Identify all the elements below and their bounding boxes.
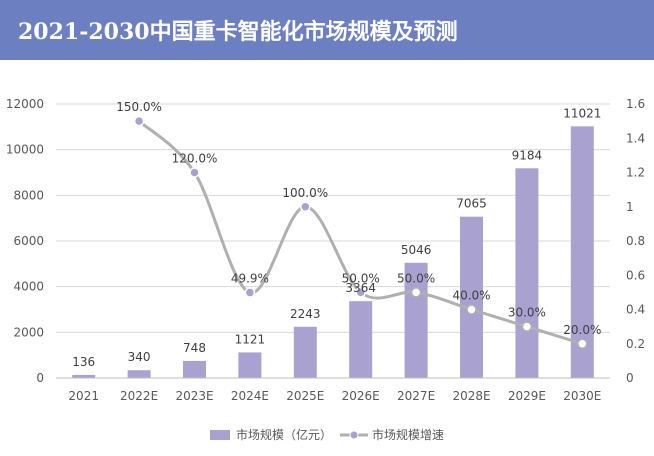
line-series bbox=[133, 115, 588, 349]
x-tick-label: 2025E bbox=[286, 389, 324, 403]
x-tick-label: 2022E bbox=[120, 389, 158, 403]
bar bbox=[515, 168, 539, 378]
bar bbox=[460, 216, 483, 378]
bar-value-label: 3364 bbox=[345, 281, 376, 295]
y-right-tick-label: 1 bbox=[626, 200, 634, 214]
bar-value-label: 9184 bbox=[512, 148, 543, 162]
line-point bbox=[133, 115, 145, 127]
chart-title: 2021-2030中国重卡智能化市场规模及预测 bbox=[18, 19, 458, 45]
x-tick-label: 2024E bbox=[231, 389, 269, 403]
line-point bbox=[244, 287, 256, 298]
y-right-tick-label: 0.6 bbox=[626, 268, 645, 282]
growth-value-label: 50.0% bbox=[342, 271, 380, 285]
bar bbox=[349, 301, 373, 378]
y-left-tick-label: 0 bbox=[36, 371, 44, 385]
line-point bbox=[189, 167, 200, 178]
y-right-tick-label: 0.4 bbox=[626, 303, 645, 317]
x-tick-label: 2030E bbox=[563, 389, 601, 403]
axes: 0 2000 4000 6000 8000 10000 12000 0 0.2 0.4 0.6 0.8… bbox=[6, 97, 645, 403]
y-right-tick-label: 1.4 bbox=[626, 131, 645, 145]
y-right-tick-label: 0.2 bbox=[626, 337, 645, 351]
bar-value-label: 1121 bbox=[235, 332, 266, 346]
y-left-tick-label: 4000 bbox=[13, 280, 44, 294]
growth-line bbox=[138, 119, 583, 346]
x-tick-label: 2028E bbox=[452, 389, 490, 403]
y-right-tick-label: 1.6 bbox=[626, 97, 645, 111]
growth-value-label: 100.0% bbox=[282, 186, 328, 200]
bar bbox=[127, 370, 151, 378]
growth-value-label: 49.9% bbox=[231, 272, 269, 286]
x-tick-label: 2023E bbox=[175, 389, 213, 403]
title-bar: 2021-2030中国重卡智能化市场规模及预测 bbox=[0, 0, 654, 60]
legend-bar-label: 市场规模（亿元） bbox=[236, 427, 332, 442]
y-right-tick-label: 0 bbox=[626, 371, 634, 385]
chart-area: 136 3407481121224333645046706591841102115… bbox=[6, 97, 645, 442]
y-left-tick-label: 8000 bbox=[13, 188, 44, 202]
bar-value-label: 11021 bbox=[563, 106, 601, 120]
line-point bbox=[521, 321, 533, 332]
line-point bbox=[355, 287, 366, 298]
legend: 市场规模（亿元） 市场规模增速 bbox=[210, 427, 444, 442]
data-labels: 136 340 748 1121 2243 3364 5046 7065 9184 11021 15… bbox=[72, 100, 601, 369]
bar-value-label: 748 bbox=[183, 341, 206, 355]
y-right-tick-label: 0.8 bbox=[626, 234, 645, 248]
bar-value-label: 7065 bbox=[456, 197, 487, 211]
bar bbox=[570, 126, 594, 378]
bar-value-label: 5046 bbox=[401, 243, 432, 257]
bar-value-label: 340 bbox=[128, 350, 151, 364]
gridlines bbox=[56, 103, 610, 379]
growth-value-label: 120.0% bbox=[172, 152, 218, 166]
x-tick-label: 2026E bbox=[342, 389, 380, 403]
y-right-tick-label: 1.2 bbox=[626, 166, 645, 180]
bar bbox=[293, 326, 317, 378]
line-point bbox=[466, 304, 477, 315]
bar bbox=[183, 360, 206, 378]
line-point bbox=[577, 338, 588, 349]
y-left-tick-label: 6000 bbox=[13, 234, 44, 248]
growth-value-label: 40.0% bbox=[452, 289, 490, 303]
growth-value-label: 150.0% bbox=[116, 100, 162, 114]
y-left-tick-label: 2000 bbox=[13, 325, 44, 339]
x-tick-label: 2027E bbox=[397, 389, 435, 403]
y-left-tick-label: 10000 bbox=[6, 143, 44, 157]
bar-value-label: 2243 bbox=[290, 307, 321, 321]
legend-bar-swatch bbox=[210, 430, 230, 440]
x-tick-label: 2029E bbox=[508, 389, 546, 403]
growth-value-label: 20.0% bbox=[563, 323, 601, 337]
y-left-tick-label: 12000 bbox=[6, 97, 44, 111]
growth-value-label: 30.0% bbox=[508, 306, 546, 320]
growth-value-label: 50.0% bbox=[397, 271, 435, 285]
legend-line-marker bbox=[349, 430, 359, 440]
line-point bbox=[300, 201, 311, 212]
bar-series bbox=[72, 126, 594, 378]
bar-value-label: 136 bbox=[72, 355, 95, 369]
bar bbox=[238, 352, 262, 378]
line-point bbox=[410, 287, 422, 298]
x-tick-label: 2021 bbox=[68, 389, 99, 403]
bar bbox=[72, 374, 96, 378]
legend-line-label: 市场规模增速 bbox=[372, 427, 444, 442]
